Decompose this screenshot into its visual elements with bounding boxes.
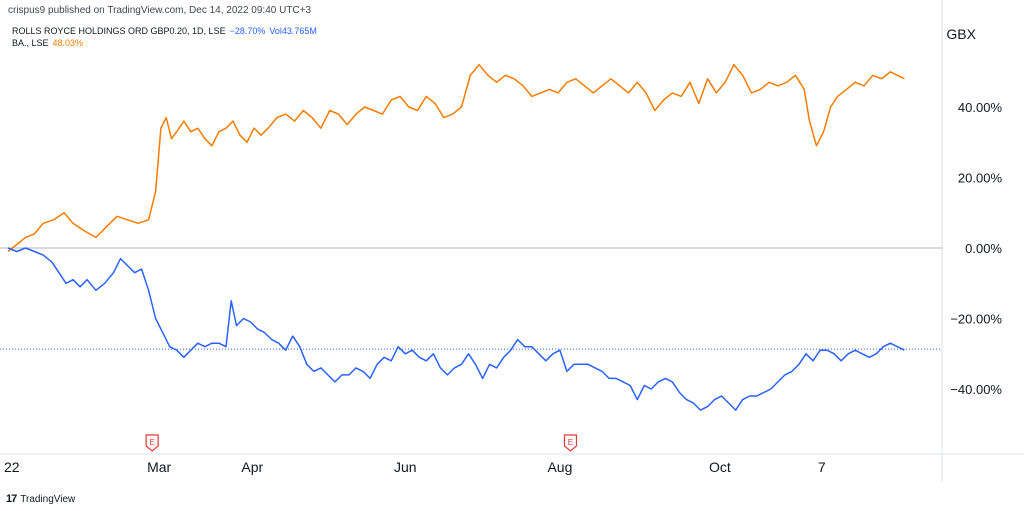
reference-lines — [0, 247, 942, 350]
earnings-marker-0[interactable]: E — [145, 434, 159, 452]
earnings-marker-label-0: E — [149, 438, 154, 447]
series-group — [7, 63, 905, 411]
x-tick-label-3: Jun — [394, 459, 417, 475]
x-tick-label-6: 7 — [818, 459, 826, 475]
x-axis-ticks: 22 Mar Apr Jun Aug Oct 7 — [4, 459, 826, 475]
y-tick-label-3: −20.00% — [950, 312, 1002, 327]
y-tick-label-0: 40.00% — [958, 100, 1003, 115]
legend-ba-change: 48.03% — [52, 38, 84, 48]
legend-rolls-royce[interactable]: ROLLS ROYCE HOLDINGS ORD GBP0.20, 1D, LS… — [12, 26, 317, 36]
legend-ba[interactable]: BA., LSE 48.03% — [12, 38, 83, 48]
legend-ba-name: BA., LSE — [12, 38, 49, 48]
y-tick-label-1: 20.00% — [958, 171, 1003, 186]
legend-rr-name: ROLLS ROYCE HOLDINGS ORD GBP0.20, 1D, LS… — [12, 26, 226, 36]
legend-rr-volume: Vol43.765M — [269, 26, 317, 36]
tradingview-logo-icon: 17 — [6, 493, 17, 505]
earnings-marker-label-1: E — [568, 438, 573, 447]
x-tick-label-4: Aug — [547, 459, 572, 475]
legend-rr-change: −28.70% — [229, 26, 266, 36]
footer[interactable]: 17 TradingView — [6, 493, 75, 505]
published-caption: crispus9 published on TradingView.com, D… — [8, 5, 312, 16]
earnings-marker-badge-0 — [145, 434, 159, 452]
y-tick-label-4: −40.00% — [950, 382, 1002, 397]
earnings-marker-badge-1 — [563, 434, 578, 452]
series-line-1[interactable] — [7, 247, 905, 411]
y-tick-label-2: 0.00% — [965, 241, 1002, 256]
footer-brand: TradingView — [20, 493, 76, 505]
x-tick-label-0: 22 — [4, 459, 20, 475]
y-axis-ticks: 40.00% 20.00% 0.00% −20.00% −40.00% — [950, 100, 1002, 397]
currency-unit: GBX — [946, 26, 976, 42]
x-tick-label-5: Oct — [709, 459, 731, 475]
x-tick-label-1: Mar — [147, 459, 171, 475]
earnings-marker-1[interactable]: E — [563, 434, 578, 452]
series-line-0[interactable] — [7, 63, 905, 253]
x-tick-label-2: Apr — [241, 459, 263, 475]
